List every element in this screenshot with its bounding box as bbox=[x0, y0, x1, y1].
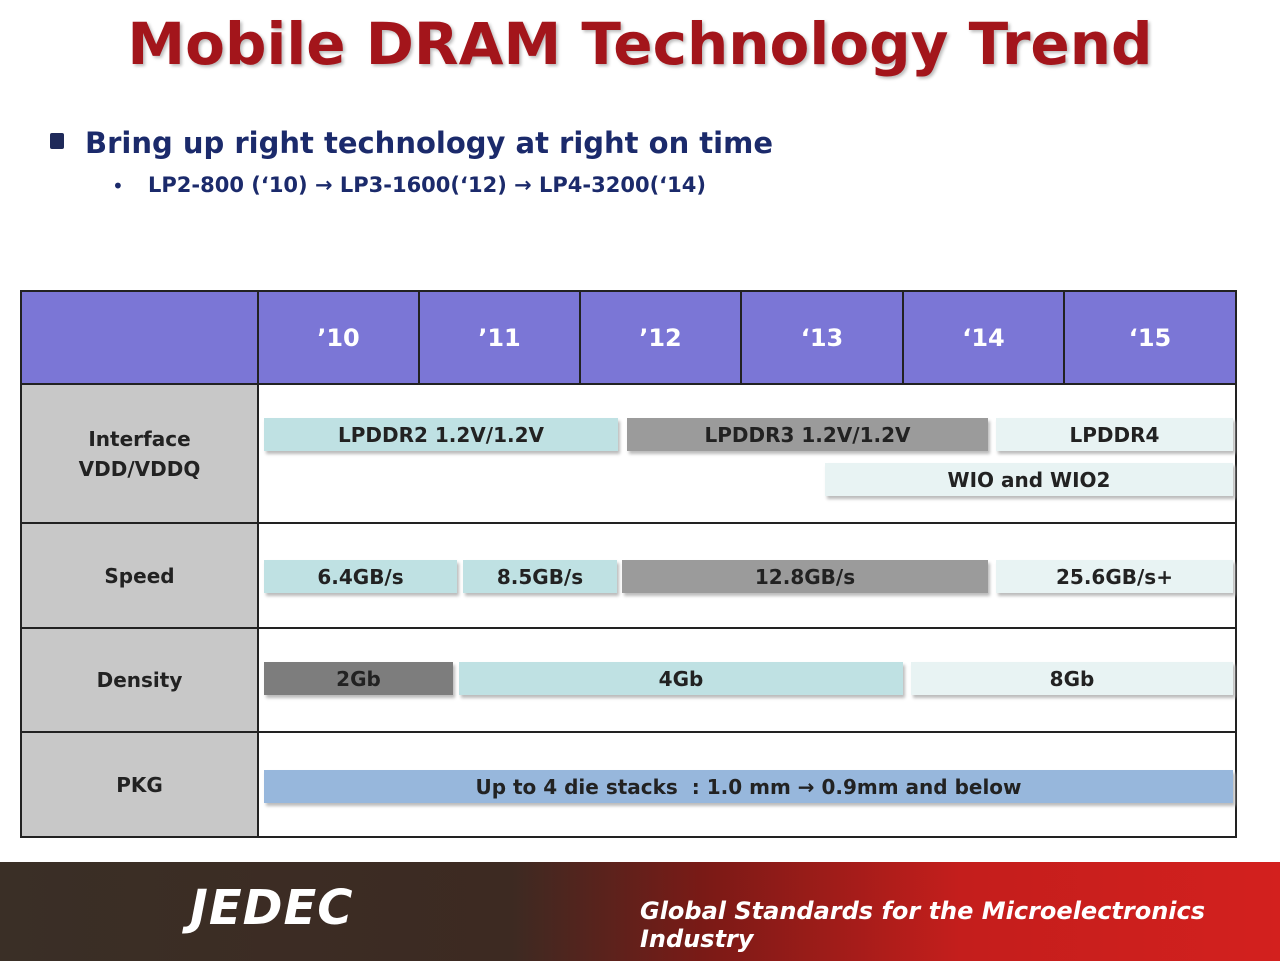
timeline-bar: 6.4GB/s bbox=[264, 560, 457, 593]
timeline-bar: 12.8GB/s bbox=[622, 560, 988, 593]
timeline-bar: 4Gb bbox=[459, 662, 903, 695]
row-label-line: Speed bbox=[104, 563, 175, 588]
row-label-line: Interface bbox=[88, 426, 191, 451]
row-label: Density bbox=[20, 627, 259, 733]
year-header: ’10 bbox=[257, 290, 420, 385]
header-corner bbox=[20, 290, 259, 385]
timeline-bar: 8.5GB/s bbox=[463, 560, 617, 593]
row-label-line: VDD/VDDQ bbox=[78, 456, 201, 481]
row-label: Speed bbox=[20, 522, 259, 629]
timeline-bar: 25.6GB/s+ bbox=[996, 560, 1233, 593]
timeline-bar: 2Gb bbox=[264, 662, 453, 695]
sub-bullet-dot: • bbox=[112, 174, 124, 198]
timeline-bar: Up to 4 die stacks : 1.0 mm → 0.9mm and … bbox=[264, 770, 1233, 803]
row-label-line: PKG bbox=[116, 772, 163, 797]
tagline: Global Standards for the Microelectronic… bbox=[640, 897, 1206, 953]
row-cell bbox=[257, 383, 1237, 524]
timeline-bar: LPDDR3 1.2V/1.2V bbox=[627, 418, 988, 451]
bullet: Bring up right technology at right on ti… bbox=[85, 126, 773, 160]
year-header: ’11 bbox=[418, 290, 581, 385]
timeline-bar: LPDDR2 1.2V/1.2V bbox=[264, 418, 618, 451]
row-label: Interface VDD/VDDQ bbox=[20, 383, 259, 524]
row-label: PKG bbox=[20, 731, 259, 838]
year-header: ’12 bbox=[579, 290, 742, 385]
year-header: ‘14 bbox=[902, 290, 1065, 385]
row-label-line: Density bbox=[96, 668, 183, 692]
timeline-bar: LPDDR4 bbox=[996, 418, 1233, 451]
title: Mobile DRAM Technology Trend bbox=[127, 10, 1153, 78]
sub-bullet: LP2-800 (‘10) → LP3-1600(‘12) → LP4-3200… bbox=[148, 173, 706, 197]
footer bbox=[0, 862, 1280, 961]
year-header: ‘15 bbox=[1063, 290, 1237, 385]
bullet-icon bbox=[50, 133, 64, 149]
logo: JEDEC bbox=[190, 880, 354, 936]
timeline-bar: 8Gb bbox=[911, 662, 1233, 695]
year-header: ‘13 bbox=[740, 290, 904, 385]
timeline-bar: WIO and WIO2 bbox=[825, 463, 1233, 496]
